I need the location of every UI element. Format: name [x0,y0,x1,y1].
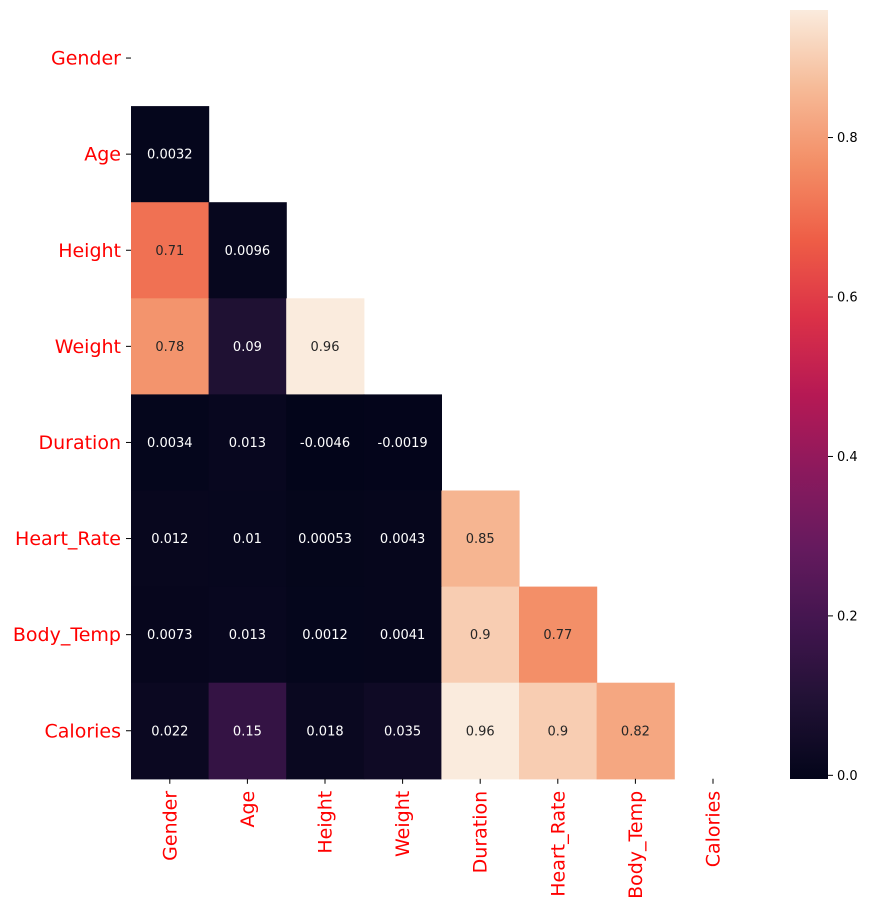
x-tick-label-Calories: Calories [703,791,725,868]
cell-value-label-Body_Temp-Height: 0.0012 [302,628,348,643]
heatmap-cell-Heart_Rate-Weight [363,490,442,588]
heatmap-cell-Body_Temp-Height [286,586,365,684]
colorbar-tick-label-3: 0.6 [837,290,858,305]
y-axis-labels: Gender Age Height Weight Duration Heart_Rate B… [13,48,131,742]
x-tick-label-Body_Temp: Body_Temp [625,791,647,899]
heatmap-cell-Height-Gender [131,202,210,299]
cell-value-label-Age-Gender: 0.0032 [147,148,193,163]
cell-value-label-Duration-Height: -0.0046 [300,436,350,451]
colorbar-gradient [790,10,828,779]
cell-value-label-Weight-Age: 0.09 [233,340,262,355]
cell-value-label-Calories-Weight: 0.035 [384,724,421,739]
cell-value-label-Calories-Age: 0.15 [233,724,262,739]
heatmap-cell-Heart_Rate-Height [286,490,365,588]
heatmap-cell-Heart_Rate-Gender [131,490,210,588]
cell-value-label-Body_Temp-Age: 0.013 [229,628,266,643]
colorbar: 0.0 0.2 0.4 0.6 0.8 [790,10,858,784]
cell-value-label-Body_Temp-Heart_Rate: 0.77 [543,628,572,643]
y-tick-label-Age: Age [84,144,121,166]
y-tick-label-Heart_Rate: Heart_Rate [15,528,121,550]
heatmap-cell-Body_Temp-Duration [441,586,520,684]
cell-value-label-Calories-Height: 0.018 [306,724,343,739]
cell-value-label-Heart_Rate-Gender: 0.012 [151,532,188,547]
cell-value-label-Weight-Gender: 0.78 [155,340,184,355]
heatmap-cell-Body_Temp-Weight [363,586,442,684]
y-tick-label-Weight: Weight [55,336,121,358]
heatmap-cell-Duration-Height [286,394,365,492]
cell-value-label-Height-Gender: 0.71 [155,244,184,259]
heatmap-cell-Body_Temp-Heart_Rate [519,586,598,684]
heatmap-cell-Heart_Rate-Duration [441,490,520,588]
cell-value-label-Calories-Duration: 0.96 [466,724,495,739]
colorbar-tick-label-1: 0.2 [837,609,858,624]
cell-value-label-Body_Temp-Gender: 0.0073 [147,628,193,643]
cell-value-label-Duration-Age: 0.013 [229,436,266,451]
cell-value-label-Heart_Rate-Weight: 0.0043 [380,532,426,547]
heatmap-cell-Age-Gender [131,106,210,203]
heatmap-cell-Calories-Age [208,682,287,780]
cell-value-label-Body_Temp-Weight: 0.0041 [380,628,426,643]
colorbar-tick-label-2: 0.4 [837,450,858,465]
x-tick-label-Heart_Rate: Heart_Rate [547,791,569,897]
heatmap-cell-Duration-Gender [131,394,210,492]
heatmap-cell-Body_Temp-Gender [131,586,210,684]
y-tick-label-Calories: Calories [45,720,122,742]
x-tick-label-Gender: Gender [159,791,181,861]
heatmap-cell-Calories-Gender [131,682,210,780]
cell-value-label-Heart_Rate-Age: 0.01 [233,532,262,547]
colorbar-tick-label-0: 0.0 [837,769,858,784]
cell-value-label-Weight-Height: 0.96 [311,340,340,355]
cell-value-label-Body_Temp-Duration: 0.9 [470,628,491,643]
cell-value-label-Heart_Rate-Height: 0.00053 [298,532,352,547]
cell-value-label-Duration-Gender: 0.0034 [147,436,193,451]
heatmap-cell-Weight-Age [208,298,287,395]
heatmap-cell-Weight-Gender [131,298,210,395]
cell-value-label-Calories-Heart_Rate: 0.9 [547,724,568,739]
heatmap-cell-Calories-Duration [441,682,520,780]
x-tick-label-Duration: Duration [470,791,492,874]
heatmap-cell-Weight-Height [286,298,365,395]
cell-value-label-Calories-Body_Temp: 0.82 [621,724,650,739]
cell-value-label-Heart_Rate-Duration: 0.85 [466,532,495,547]
y-tick-label-Height: Height [58,240,121,262]
y-tick-label-Duration: Duration [38,432,121,454]
heatmap-cell-Calories-Body_Temp [596,682,675,780]
cell-value-label-Calories-Gender: 0.022 [151,724,188,739]
heatmap-cell-Heart_Rate-Age [208,490,287,588]
heatmap-cell-Calories-Height [286,682,365,780]
x-tick-label-Weight: Weight [392,791,414,857]
y-tick-label-Body_Temp: Body_Temp [13,624,121,646]
y-tick-label-Gender: Gender [51,48,121,70]
heatmap-cell-Duration-Age [208,394,287,492]
x-tick-label-Age: Age [237,791,259,828]
cell-value-label-Height-Age: 0.0096 [225,244,271,259]
heatmap-cells: 0.0032 0.71 0.0096 0.78 0.09 0.96 0.0034 0.013 -… [131,106,675,780]
heatmap-cell-Calories-Heart_Rate [519,682,598,780]
heatmap-cell-Duration-Weight [363,394,442,492]
x-axis-labels: Gender Age Height Weight Duration Heart_Rate B… [159,778,725,899]
cell-value-label-Duration-Weight: -0.0019 [378,436,428,451]
heatmap-cell-Calories-Weight [363,682,442,780]
x-tick-label-Height: Height [315,791,337,854]
colorbar-tick-label-4: 0.8 [837,131,858,146]
heatmap-cell-Body_Temp-Age [208,586,287,684]
heatmap-cell-Height-Age [208,202,287,299]
